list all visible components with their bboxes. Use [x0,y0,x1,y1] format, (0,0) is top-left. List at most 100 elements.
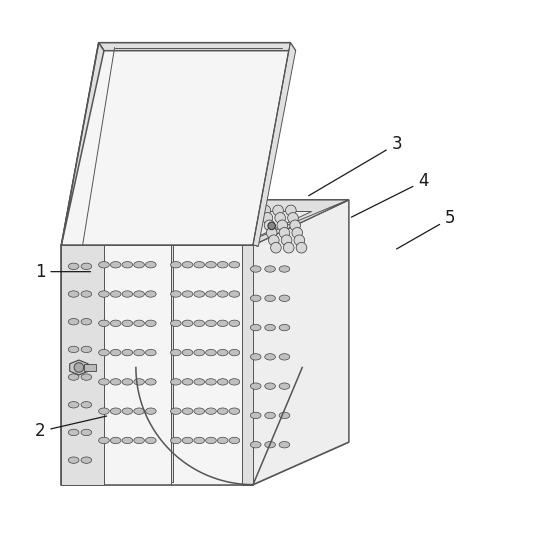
Ellipse shape [265,383,275,390]
Ellipse shape [146,320,156,327]
Ellipse shape [206,349,216,356]
Ellipse shape [189,216,199,222]
Ellipse shape [99,261,109,268]
Ellipse shape [217,379,228,385]
Polygon shape [61,442,349,485]
Ellipse shape [186,231,195,237]
Polygon shape [72,211,221,245]
Ellipse shape [81,224,91,229]
Ellipse shape [279,228,290,238]
Ellipse shape [265,353,275,360]
Polygon shape [253,200,349,485]
Ellipse shape [235,224,245,229]
Ellipse shape [171,408,181,414]
Ellipse shape [81,401,92,408]
Ellipse shape [182,291,193,297]
Ellipse shape [229,437,240,444]
Polygon shape [243,245,253,485]
Ellipse shape [183,239,193,244]
Ellipse shape [193,239,202,244]
Ellipse shape [99,349,109,356]
Ellipse shape [136,216,146,222]
Ellipse shape [81,263,92,270]
Ellipse shape [194,379,204,385]
Ellipse shape [188,224,197,229]
Ellipse shape [217,437,228,444]
Ellipse shape [131,239,141,244]
Ellipse shape [265,412,275,419]
Ellipse shape [288,213,298,223]
Polygon shape [253,43,296,246]
Ellipse shape [81,457,92,463]
Ellipse shape [218,216,228,222]
Ellipse shape [74,363,84,372]
Ellipse shape [134,408,145,414]
Ellipse shape [269,235,279,245]
Ellipse shape [266,228,277,238]
Ellipse shape [171,320,181,327]
Ellipse shape [146,437,156,444]
Ellipse shape [110,291,121,297]
Ellipse shape [270,243,281,253]
Ellipse shape [146,408,156,414]
Ellipse shape [81,429,92,436]
Polygon shape [61,200,128,485]
Ellipse shape [199,216,209,222]
Ellipse shape [99,437,109,444]
Ellipse shape [92,224,101,229]
Ellipse shape [176,231,186,237]
Ellipse shape [182,408,193,414]
Ellipse shape [265,295,275,301]
Ellipse shape [206,261,216,268]
Ellipse shape [285,205,296,216]
Ellipse shape [279,412,290,419]
Ellipse shape [207,224,216,229]
Polygon shape [61,43,258,246]
Ellipse shape [206,408,216,414]
Ellipse shape [202,239,212,244]
Ellipse shape [206,291,216,297]
Ellipse shape [68,346,79,352]
Ellipse shape [171,379,181,385]
Ellipse shape [81,346,92,352]
Ellipse shape [229,261,240,268]
Ellipse shape [217,261,228,268]
Ellipse shape [156,224,165,229]
Text: 4: 4 [351,172,429,217]
Ellipse shape [265,324,275,331]
Ellipse shape [99,239,109,244]
Ellipse shape [206,379,216,385]
Ellipse shape [279,353,290,360]
Ellipse shape [194,320,204,327]
Ellipse shape [182,320,193,327]
Ellipse shape [265,442,275,448]
Ellipse shape [182,379,193,385]
Ellipse shape [275,213,285,223]
Ellipse shape [125,216,135,222]
Ellipse shape [133,231,142,237]
Ellipse shape [90,231,100,237]
Ellipse shape [217,349,228,356]
Ellipse shape [110,261,121,268]
Ellipse shape [194,291,204,297]
Ellipse shape [134,224,144,229]
Ellipse shape [122,291,133,297]
Ellipse shape [146,261,156,268]
Ellipse shape [134,291,145,297]
Polygon shape [240,202,243,245]
Ellipse shape [250,353,261,360]
Ellipse shape [279,442,290,448]
Ellipse shape [145,224,155,229]
Ellipse shape [146,291,156,297]
Ellipse shape [206,437,216,444]
Ellipse shape [122,379,133,385]
Polygon shape [171,245,173,482]
Ellipse shape [229,408,240,414]
Ellipse shape [134,349,145,356]
Polygon shape [171,211,311,245]
Ellipse shape [209,216,218,222]
Ellipse shape [134,320,145,327]
Text: 3: 3 [309,135,402,196]
Ellipse shape [222,239,231,244]
Ellipse shape [110,239,120,244]
